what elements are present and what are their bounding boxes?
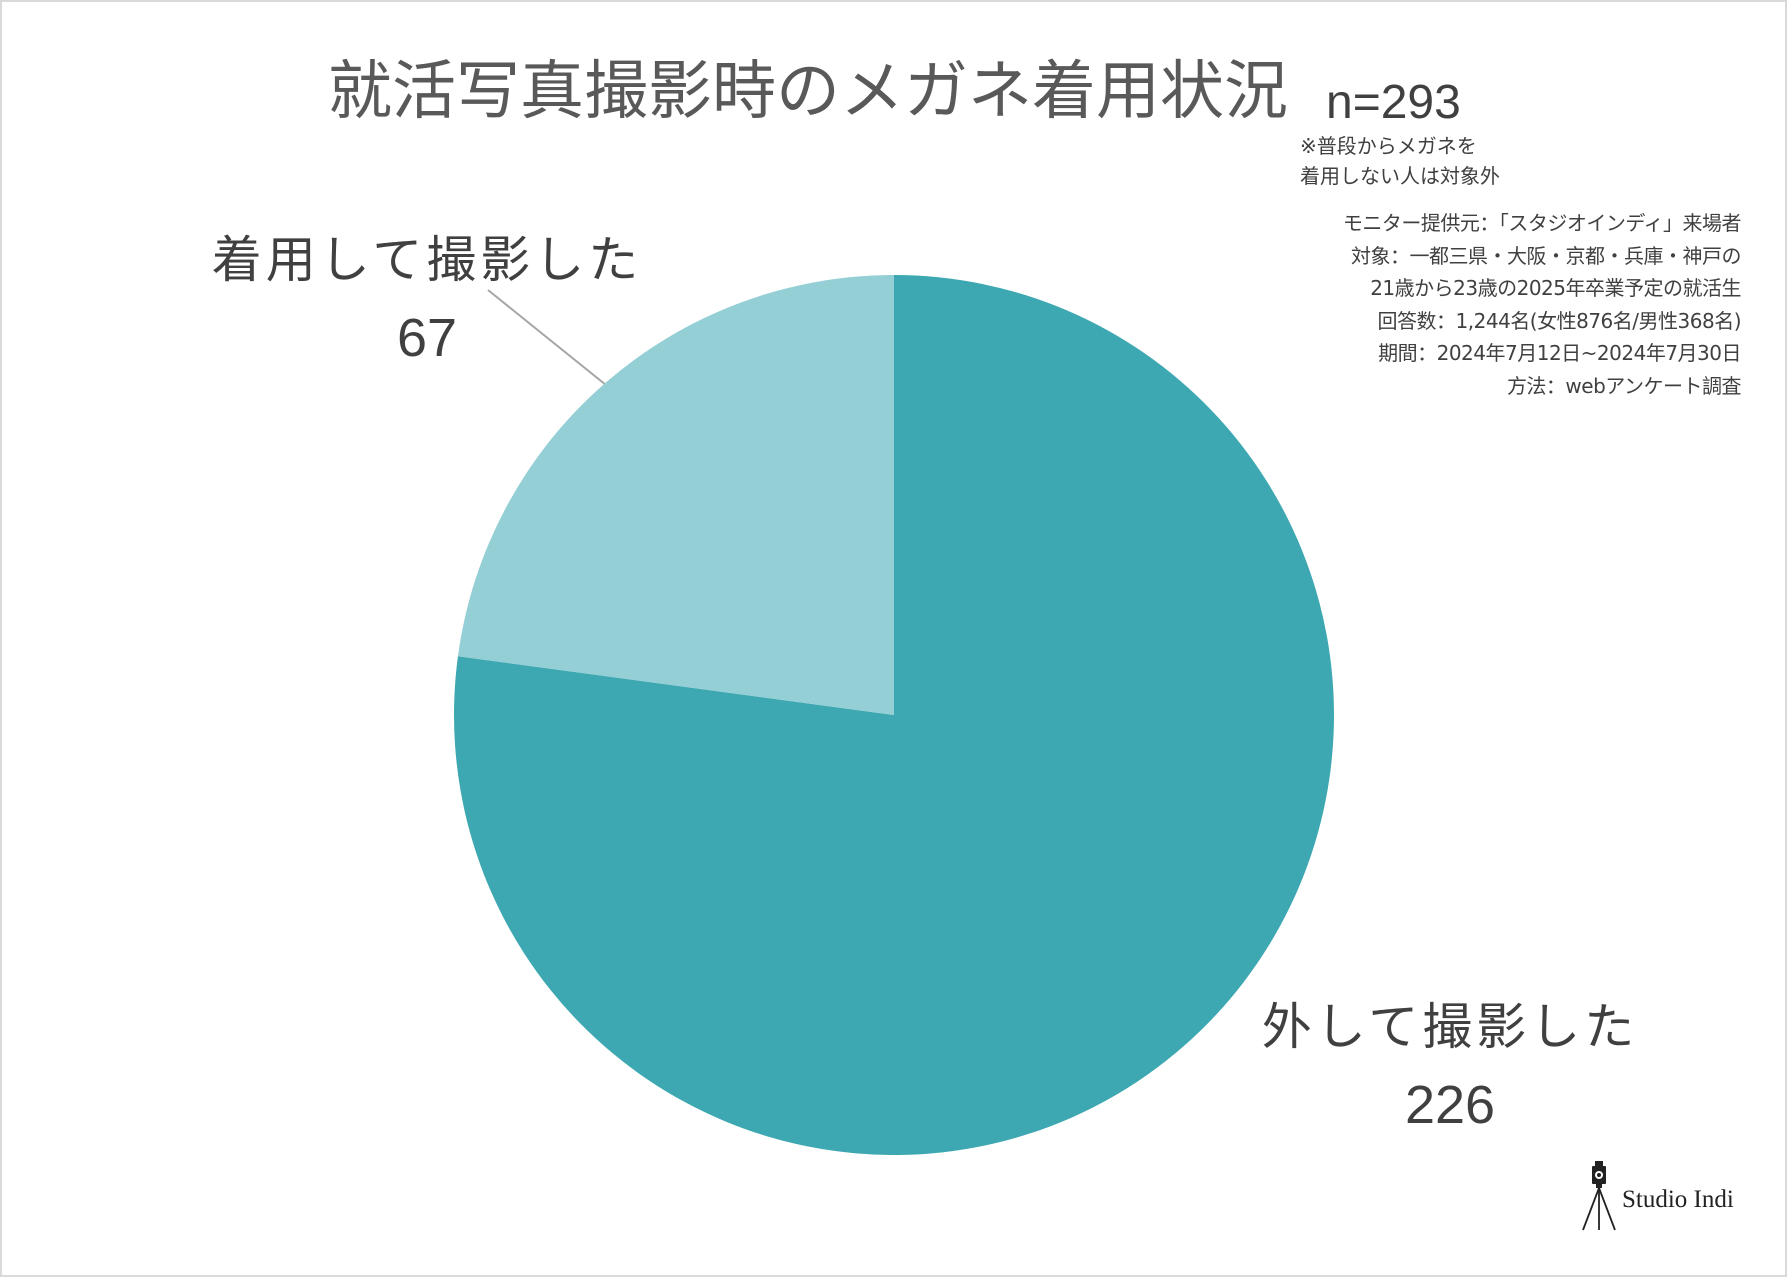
camera-tripod-icon	[1582, 1161, 1616, 1231]
brand-name: Studio Indi	[1622, 1186, 1734, 1213]
eligibility-note: ※普段からメガネを 着用しない人は対象外	[1300, 131, 1500, 191]
leader-line	[487, 289, 606, 385]
chart-title: 就活写真撮影時のメガネ着用状況	[328, 55, 1288, 129]
data-label-glasses-off: 外して撮影した 226	[1190, 999, 1710, 1135]
data-label-value: 67	[396, 308, 458, 368]
pie-slices	[454, 275, 1335, 1155]
brand-logo: Studio Indi	[1580, 1158, 1760, 1233]
pie-slice-glasses-on	[457, 275, 894, 715]
survey-detail-line: 回答数：1,244名(女性876名/男性368名)	[1377, 308, 1742, 333]
data-label-value: 226	[1404, 1075, 1496, 1135]
data-label-category: 外して撮影した	[1261, 998, 1639, 1056]
survey-detail-line: 方法：webアンケート調査	[1506, 373, 1742, 398]
survey-detail-line: 対象：一都三県・大阪・京都・兵庫・神戸の	[1351, 243, 1742, 268]
note-line: ※普段からメガネを	[1300, 134, 1477, 158]
sample-size: n=293	[1326, 76, 1461, 129]
survey-detail-line: モニター提供元：「スタジオインディ」来場者	[1342, 211, 1742, 235]
pie-slice-glasses-off	[454, 275, 1335, 1155]
data-label-glasses-on: 着用して撮影した 67	[167, 232, 687, 368]
data-label-category: 着用して撮影した	[211, 231, 643, 289]
survey-detail-line: 期間：2024年7月12日~2024年7月30日	[1378, 341, 1741, 366]
survey-detail-line: 21歳から23歳の2025年卒業予定の就活生	[1370, 276, 1741, 301]
note-line: 着用しない人は対象外	[1300, 164, 1500, 188]
survey-details: モニター提供元：「スタジオインディ」来場者 対象：一都三県・大阪・京都・兵庫・神…	[1271, 207, 1742, 403]
